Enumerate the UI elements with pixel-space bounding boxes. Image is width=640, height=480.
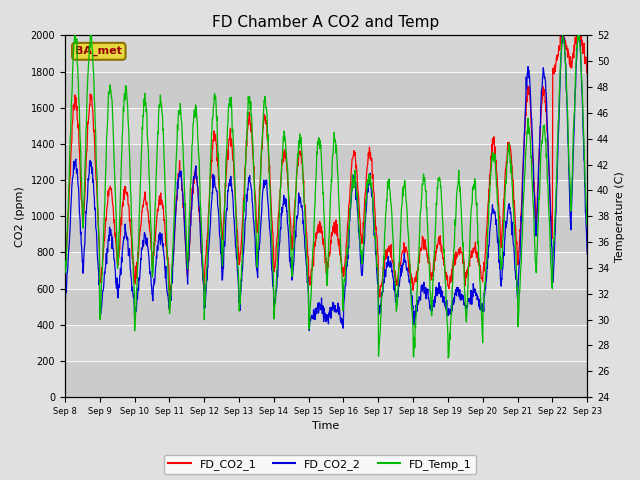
Bar [65,180,588,216]
Bar [65,36,588,72]
Y-axis label: CO2 (ppm): CO2 (ppm) [15,186,25,247]
Text: BA_met: BA_met [76,46,122,57]
Bar [65,288,588,325]
Bar [65,361,588,397]
Bar [65,216,588,252]
Bar [65,252,588,288]
Y-axis label: Temperature (C): Temperature (C) [615,171,625,262]
Title: FD Chamber A CO2 and Temp: FD Chamber A CO2 and Temp [212,15,440,30]
Bar [65,108,588,144]
Legend: FD_CO2_1, FD_CO2_2, FD_Temp_1: FD_CO2_1, FD_CO2_2, FD_Temp_1 [164,455,476,474]
Bar [65,72,588,108]
Bar [65,325,588,361]
Bar [65,144,588,180]
X-axis label: Time: Time [312,421,340,432]
